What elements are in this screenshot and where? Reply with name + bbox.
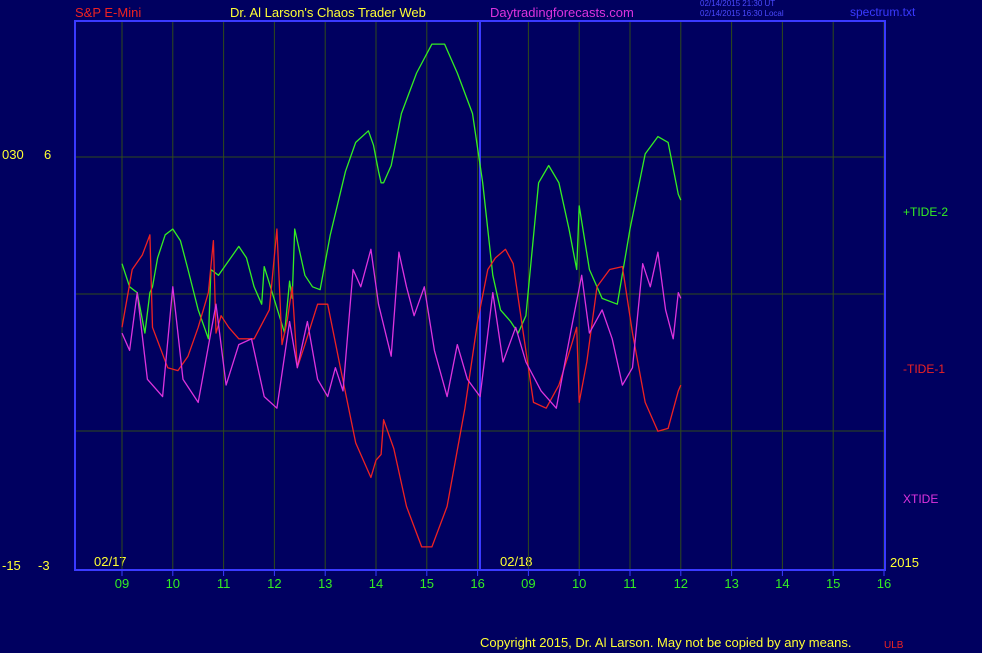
copyright-notice: Copyright 2015, Dr. Al Larson. May not b…: [480, 635, 852, 650]
legend-xtide: XTIDE: [903, 492, 939, 506]
left-axis-top-inner: 6: [44, 147, 52, 162]
x-tick-label: 10: [166, 576, 180, 591]
left-axis-bottom-inner: -3: [38, 558, 50, 573]
date-label-2: 02/18: [500, 554, 533, 569]
series-line-tide1: [121, 228, 682, 548]
x-tick-label: 11: [217, 576, 231, 591]
spectrum-file-label: spectrum.txt: [850, 5, 916, 19]
symbol-label: S&P E-Mini: [75, 5, 142, 20]
left-axis-top-outer: 030: [2, 147, 24, 162]
legend-tide2: +TIDE-2: [903, 205, 949, 219]
timestamp-ut: 02/14/2015 21:30 UT: [700, 0, 776, 8]
x-tick-label: 15: [826, 576, 840, 591]
x-tick-label: 13: [724, 576, 738, 591]
x-tick-label: 09: [115, 576, 129, 591]
x-tick-label: 16: [877, 576, 891, 591]
left-axis-bottom-outer: -15: [2, 558, 21, 573]
x-tick-label: 14: [775, 576, 789, 591]
x-tick-label: 10: [572, 576, 586, 591]
x-tick-label: 12: [267, 576, 281, 591]
corner-mark: ULB: [884, 640, 904, 651]
x-tick-label: 12: [674, 576, 688, 591]
x-tick-label: 13: [318, 576, 332, 591]
x-tick-label: 14: [369, 576, 383, 591]
legend-tide1: -TIDE-1: [903, 362, 945, 376]
x-tick-label: 16: [470, 576, 484, 591]
year-label: 2015: [890, 555, 919, 570]
site-link[interactable]: Daytradingforecasts.com: [490, 5, 634, 20]
series-line-xtide: [121, 248, 682, 409]
chart-title: Dr. Al Larson's Chaos Trader Web: [230, 5, 426, 20]
x-tick-label: 11: [623, 576, 637, 591]
series-line-tide2: [121, 43, 682, 340]
x-tick-label: 15: [420, 576, 434, 591]
x-tick-label: 09: [521, 576, 535, 591]
timestamp-local: 02/14/2015 16:30 Local: [700, 9, 784, 18]
date-label-1: 02/17: [94, 554, 127, 569]
